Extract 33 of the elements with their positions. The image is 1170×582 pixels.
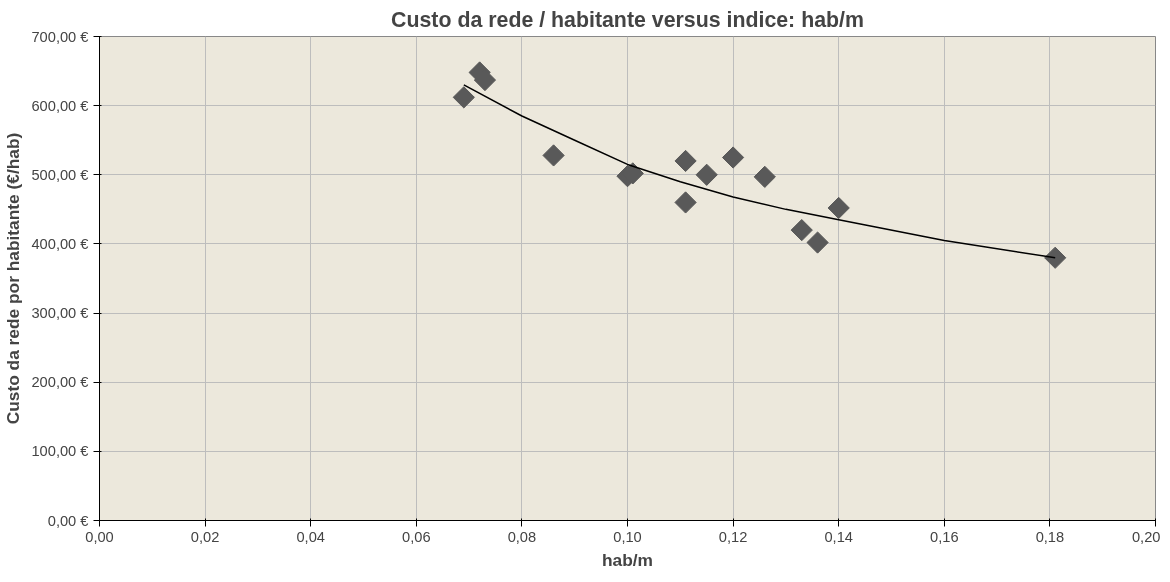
x-tick-label: 0,14 [824, 528, 853, 545]
point [452, 86, 475, 109]
point [674, 149, 697, 173]
x-tick-label: 0,10 [613, 528, 642, 545]
point [721, 146, 745, 169]
x-tick-label: 0,02 [190, 528, 220, 545]
point [806, 231, 829, 254]
y-tick-label: 500,00 € [31, 166, 89, 183]
point [695, 163, 718, 186]
x-tick-label: 0,12 [718, 528, 748, 545]
y-tick-label: 200,00 € [31, 374, 89, 391]
y-tick-label: 400,00 € [31, 235, 89, 252]
x-tick-label: 0,20 [1131, 528, 1161, 545]
x-tick-label: 0,08 [507, 528, 537, 545]
y-tick-label: 100,00 € [31, 443, 89, 460]
point [790, 218, 813, 242]
x-tick-label: 0,00 [85, 528, 114, 545]
y-tick-label: 700,00 € [31, 28, 89, 45]
y-tick-label: 0,00 € [47, 512, 89, 529]
point [827, 196, 850, 220]
point [753, 165, 776, 188]
x-tick-label: 0,16 [930, 528, 959, 545]
chart-title: Custo da rede / habitante versus indice: hab/m [391, 7, 864, 32]
point [542, 144, 565, 167]
y-tick-label: 600,00 € [31, 97, 89, 114]
x-tick-label: 0,18 [1035, 528, 1065, 545]
x-tick-label: 0,04 [296, 528, 325, 545]
point [674, 191, 697, 214]
x-axis-title: hab/m [601, 549, 654, 570]
x-tick-label: 0,06 [402, 528, 431, 545]
y-tick-label: 300,00 € [31, 305, 89, 322]
y-axis-title: Custo da rede por habitante (€/hab) [3, 132, 24, 425]
point [1044, 246, 1067, 269]
